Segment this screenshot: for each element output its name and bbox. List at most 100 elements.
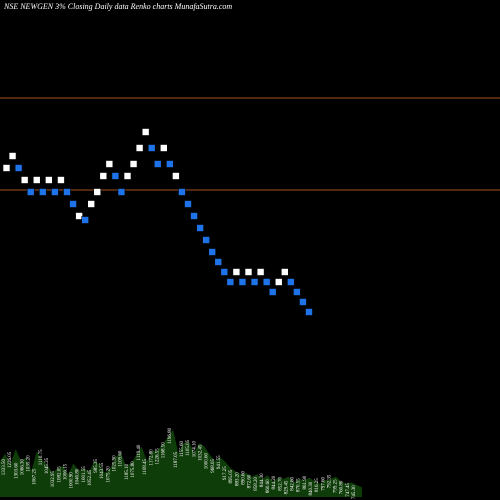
volume-label: 1067.25 — [33, 468, 38, 485]
volume-label: 829.45 — [284, 480, 289, 494]
volume-label: 1074.10 — [192, 441, 197, 458]
volume-label: 1000.90 — [70, 472, 75, 489]
volume-label: 1075.20 — [106, 466, 111, 483]
renko-brick-down — [38, 188, 47, 196]
renko-brick-down — [178, 188, 186, 196]
volume-label: 816.25 — [315, 478, 320, 492]
volume-label: 1110.75 — [39, 449, 44, 465]
volume-label: 747.45 — [346, 483, 351, 497]
renko-brick-down — [117, 188, 126, 196]
renko-brick-down — [299, 298, 307, 306]
renko-brick-down — [268, 288, 277, 296]
volume-label: 1043.55 — [100, 462, 105, 479]
volume-label: 1006.15 — [63, 463, 68, 480]
renko-brick-down — [69, 200, 77, 208]
renko-brick-up — [256, 268, 265, 276]
volume-label: 1082.05 — [57, 466, 62, 483]
renko-brick-up — [87, 200, 95, 208]
volume-label: 844.30 — [260, 473, 265, 487]
volume-label: 1119.40 — [137, 444, 142, 460]
renko-bricks — [2, 128, 313, 316]
renko-brick-down — [51, 188, 59, 196]
volume-label: 883.20 — [235, 472, 240, 486]
volume-label: 1303.60 — [14, 462, 19, 479]
renko-brick-up — [93, 188, 102, 196]
volume-label: 895.05 — [229, 469, 234, 483]
renko-brick-up — [172, 172, 180, 180]
renko-brick-up — [99, 172, 108, 180]
volume-label: 1109.60 — [119, 450, 124, 467]
renko-brick-down — [287, 278, 295, 286]
volume-label: 792.35 — [327, 474, 332, 488]
chart-title: NSE NEWGEN 3% Closing Daily data Renko c… — [4, 2, 233, 11]
renko-brick-up — [129, 160, 138, 168]
volume-label: 1035.20 — [27, 455, 32, 472]
renko-brick-down — [184, 200, 192, 208]
renko-brick-up — [274, 278, 283, 286]
renko-brick-up — [123, 172, 132, 180]
renko-brick-down — [226, 278, 235, 286]
renko-brick-up — [32, 176, 41, 184]
volume-label: 1172.80 — [149, 449, 154, 466]
volume-label: 797.60 — [321, 477, 326, 491]
volume-label: 1000.60 — [205, 453, 210, 470]
volume-label: 968.05 — [211, 459, 216, 473]
volume-label: 1185.10 — [125, 463, 130, 480]
volume-label: 861.90 — [303, 475, 308, 489]
renko-brick-up — [232, 268, 241, 276]
renko-brick-up — [160, 144, 168, 152]
volume-label: 745.30 — [352, 485, 357, 499]
volume-label: 860.60 — [266, 479, 271, 493]
renko-brick-down — [147, 144, 156, 152]
volume-label: 1045.35 — [45, 457, 50, 474]
volume-label: 1025.90 — [113, 455, 118, 472]
volume-area-fill — [0, 429, 362, 497]
volume-label: 1196.80 — [168, 427, 173, 444]
volume-label: 852.70 — [278, 477, 283, 491]
renko-brick-down — [238, 278, 247, 286]
volume-label: 1105.05 — [186, 439, 191, 456]
renko-brick-down — [262, 278, 271, 286]
volume-label: 1066.30 — [20, 459, 25, 476]
renko-brick-up — [2, 164, 11, 172]
volume-label: 917.25 — [223, 466, 228, 480]
volume-label: 1333.50 — [2, 459, 7, 476]
renko-brick-down — [202, 236, 210, 244]
renko-brick-down — [220, 268, 229, 276]
renko-brick-down — [26, 188, 35, 196]
volume-label: 890.60 — [241, 471, 246, 485]
renko-brick-up — [141, 128, 150, 136]
renko-brick-down — [81, 216, 89, 224]
volume-label: 1032.95 — [51, 471, 56, 488]
volume-label: 1052.45 — [88, 469, 93, 486]
renko-brick-down — [14, 164, 23, 172]
renko-brick-down — [153, 160, 162, 168]
volume-label: 872.60 — [248, 474, 253, 488]
volume-label: 844.20 — [272, 475, 277, 489]
volume-label: 1226.05 — [8, 451, 13, 468]
renko-brick-down — [166, 160, 174, 168]
renko-brick-down — [111, 172, 120, 180]
renko-brick-down — [250, 278, 259, 286]
renko-brick-down — [190, 212, 198, 220]
renko-brick-down — [214, 258, 223, 266]
volume-label: 1075.80 — [131, 461, 136, 478]
renko-brick-up — [75, 212, 83, 220]
renko-brick-down — [196, 224, 204, 232]
renko-brick-up — [8, 152, 17, 160]
volume-label: 1040.80 — [76, 468, 81, 485]
renko-brick-up — [45, 176, 53, 184]
renko-brick-down — [63, 188, 71, 196]
renko-brick-up — [57, 176, 65, 184]
renko-brick-down — [208, 248, 216, 256]
volume-label: 1168.50 — [162, 442, 167, 459]
renko-brick-up — [135, 144, 144, 152]
volume-label: 760.80 — [340, 480, 345, 494]
volume-label: 1001.55 — [82, 466, 87, 483]
renko-brick-up — [20, 176, 29, 184]
volume-label: 985.35 — [94, 459, 99, 473]
volume-label: 858.20 — [254, 477, 259, 491]
